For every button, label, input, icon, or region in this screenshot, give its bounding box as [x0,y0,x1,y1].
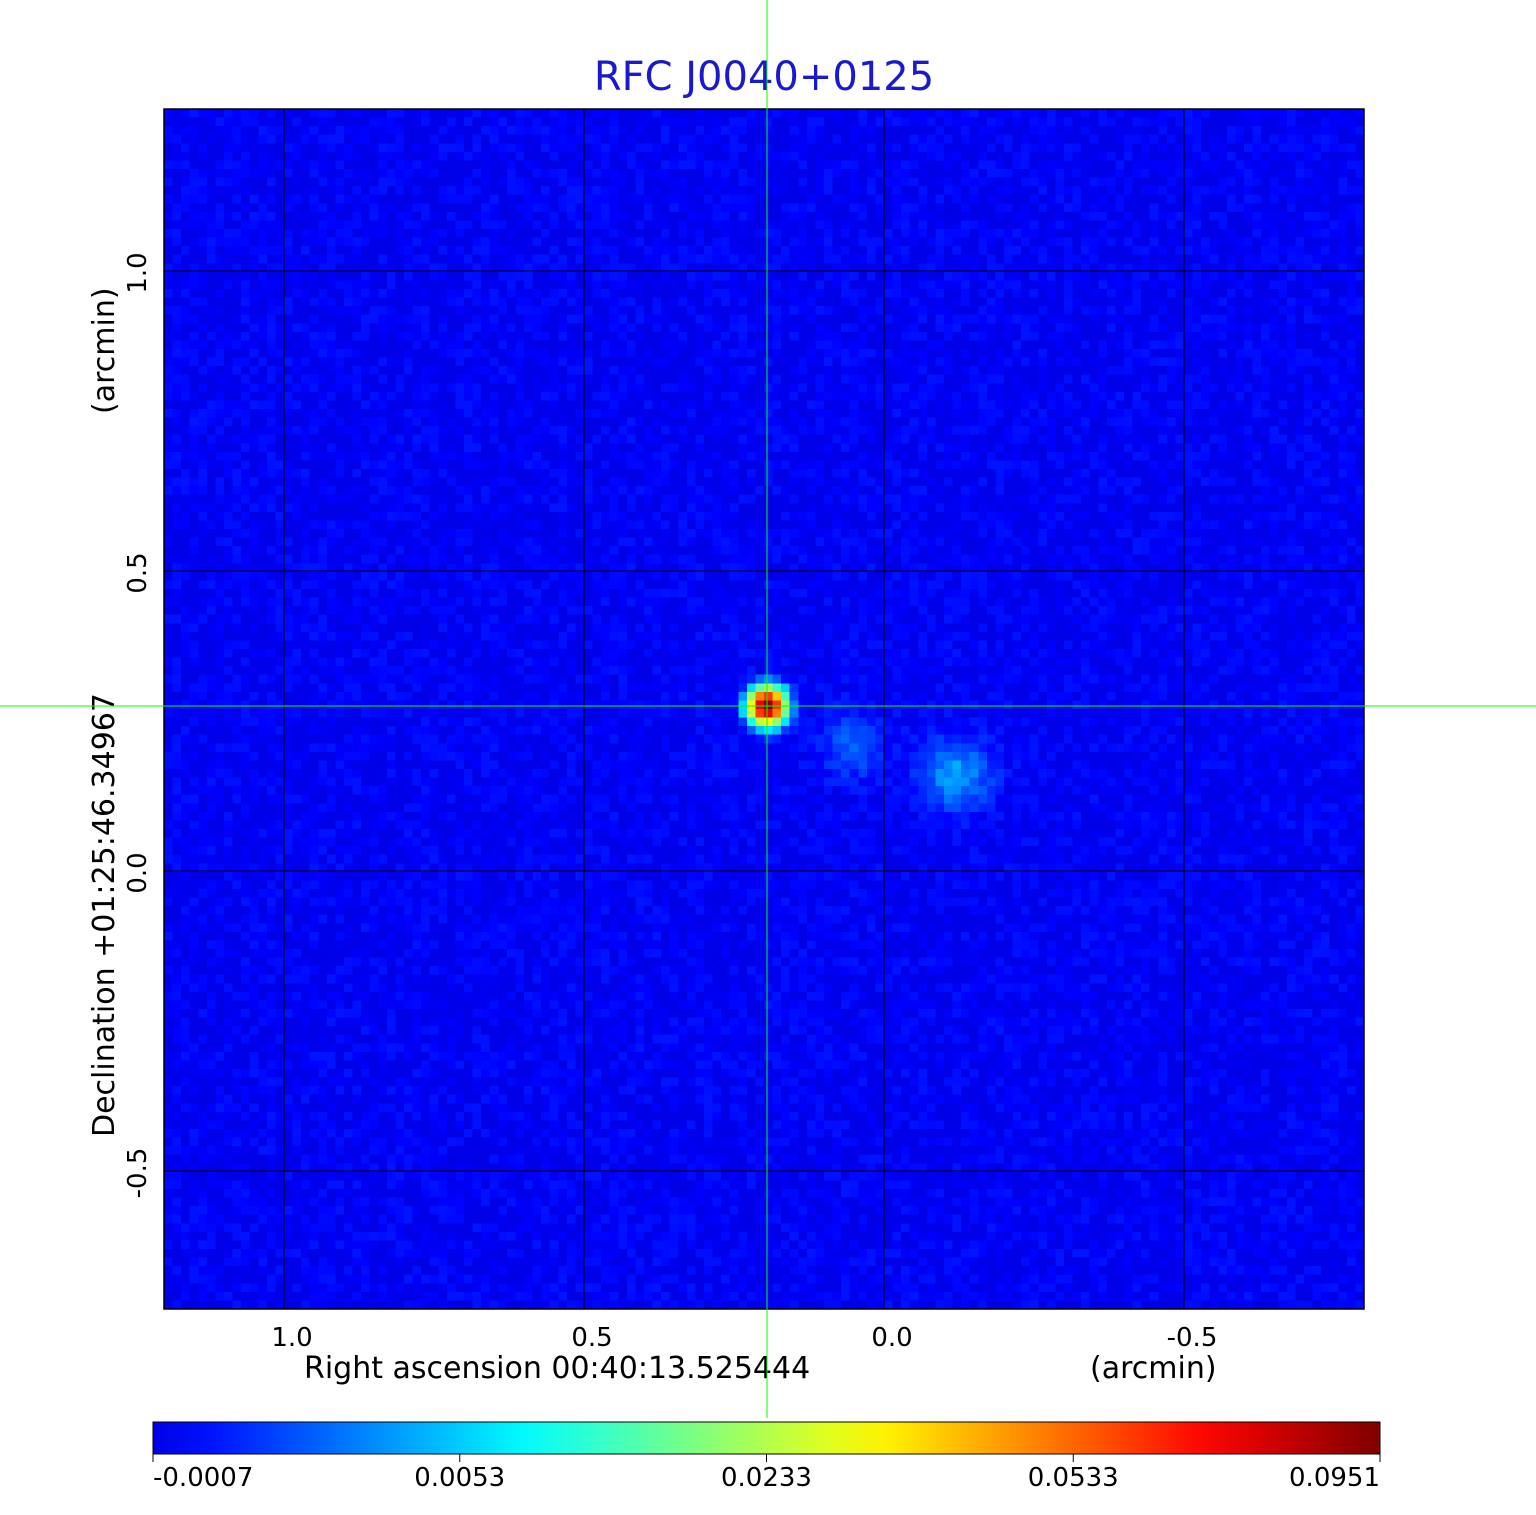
intensity-image [164,109,1364,1309]
y-tick-label: -0.5 [123,1148,153,1199]
crosshair [0,0,1536,1418]
plot-frame [163,108,1365,1310]
y-tick-label: 0.5 [123,552,153,593]
colorbar-tick-labels: -0.0007 0.0053 0.0233 0.0533 0.0951 [152,1454,1381,1493]
map-image [164,109,1364,1309]
y-tick-label: 1.0 [123,252,153,293]
y-tick-label: 0.0 [123,852,153,893]
x-axis-label: Right ascension 00:40:13.525444 [304,1351,810,1386]
colorbar [152,1421,1381,1455]
colorbar-tick-label: 0.0233 [721,1463,812,1493]
grid-lines [164,109,1364,1309]
x-tick-label: 0.5 [571,1323,612,1353]
chart-title: RFC J0040+0125 [594,54,934,100]
x-tick-label: -0.5 [1167,1323,1218,1353]
colorbar-tick-label: -0.0007 [153,1463,253,1493]
colorbar-tick-label: 0.0053 [414,1463,505,1493]
colorbar-tick-label: 0.0951 [1289,1463,1380,1493]
y-axis-label: Declination +01:25:46.34967 [87,693,122,1137]
x-tick-label: 1.0 [271,1323,312,1353]
colorbar-tick-label: 0.0533 [1028,1463,1119,1493]
x-tick-label: 0.0 [871,1323,912,1353]
y-axis-unit: (arcmin) [87,287,122,414]
x-tick-labels: 1.0 0.5 0.0 -0.5 [271,1323,1217,1353]
y-tick-labels: 1.0 0.5 0.0 -0.5 [123,252,153,1198]
x-axis-unit: (arcmin) [1090,1351,1217,1386]
